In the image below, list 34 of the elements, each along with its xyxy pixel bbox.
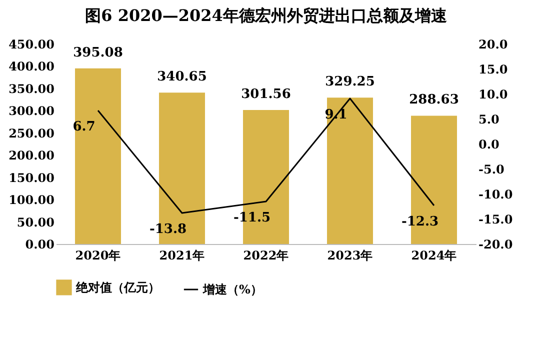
y-tick-label: 300.00 — [8, 104, 54, 118]
x-tick-label: 2020年 — [75, 248, 121, 262]
x-tick-label: 2022年 — [243, 248, 289, 262]
y2-tick-label: 0.0 — [478, 138, 500, 152]
y2-tick-label: 10.0 — [478, 88, 508, 102]
y-tick-label: 150.00 — [8, 170, 54, 185]
y2-tick-label: -5.0 — [478, 162, 504, 176]
y-tick-label: 450.00 — [8, 38, 54, 52]
y-tick-label: 50.00 — [16, 215, 54, 230]
y-tick-label: 0.00 — [25, 238, 54, 252]
y-tick-label: 400.00 — [8, 60, 54, 74]
x-tick-label: 2024年 — [411, 248, 457, 262]
y-tick-label: 200.00 — [8, 148, 54, 163]
x-tick-label: 2023年 — [327, 248, 373, 262]
y-tick-label: 100.00 — [8, 193, 54, 208]
y-tick-label: 350.00 — [8, 82, 54, 96]
data-label: 340.65 — [157, 70, 207, 85]
y2-tick-label: -15.0 — [478, 212, 513, 226]
y2-tick-label: 15.0 — [478, 62, 508, 76]
y2-tick-label: -20.0 — [478, 238, 513, 252]
y2-tick-label: 20.0 — [478, 38, 508, 52]
legend-label: 绝对值（亿元） — [75, 280, 160, 294]
bar — [75, 68, 121, 244]
bar — [327, 98, 373, 244]
data-label: 395.08 — [73, 45, 123, 60]
chart-title: 图6 2020—2024年德宏州外贸进出口总额及增速 — [85, 6, 448, 25]
y2-tick-label: -10.0 — [478, 188, 513, 202]
data-label: 329.25 — [325, 74, 375, 90]
data-label: 288.63 — [409, 92, 459, 108]
x-tick-label: 2021年 — [159, 248, 205, 262]
y-tick-label: 250.00 — [8, 126, 54, 140]
legend-label: 增速（%） — [202, 282, 262, 296]
data-label: 301.56 — [241, 86, 291, 102]
y2-tick-label: 5.0 — [478, 112, 500, 126]
